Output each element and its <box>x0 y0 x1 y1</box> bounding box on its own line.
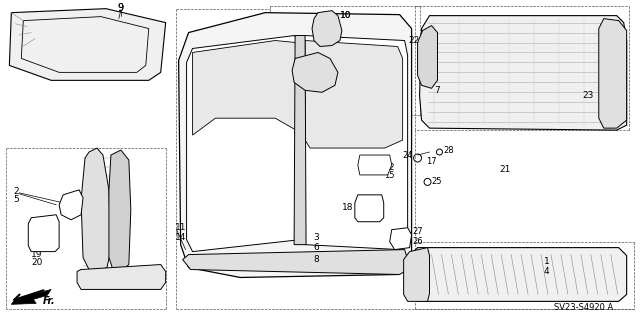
Text: 18: 18 <box>342 203 354 212</box>
Polygon shape <box>292 52 338 92</box>
Text: 20: 20 <box>31 258 43 267</box>
Text: 3: 3 <box>313 233 319 242</box>
Circle shape <box>436 149 442 155</box>
Polygon shape <box>59 190 83 220</box>
Text: 16: 16 <box>269 66 280 75</box>
Polygon shape <box>417 26 438 88</box>
Polygon shape <box>410 248 627 301</box>
Text: 15: 15 <box>384 171 395 181</box>
Text: 8: 8 <box>313 255 319 264</box>
Text: 21: 21 <box>499 166 511 174</box>
Text: 5: 5 <box>13 195 19 204</box>
Text: 26: 26 <box>413 237 423 246</box>
Circle shape <box>413 154 422 162</box>
Polygon shape <box>294 35 306 245</box>
Polygon shape <box>182 249 408 274</box>
Text: 23: 23 <box>582 91 594 100</box>
Circle shape <box>305 234 312 241</box>
Text: 11: 11 <box>175 223 186 232</box>
Polygon shape <box>404 248 429 301</box>
Text: 27: 27 <box>413 227 423 236</box>
Circle shape <box>305 244 312 251</box>
Circle shape <box>398 170 401 174</box>
Text: 24: 24 <box>402 151 413 160</box>
Polygon shape <box>187 35 300 252</box>
Polygon shape <box>12 289 51 304</box>
Polygon shape <box>312 11 342 47</box>
Text: 7: 7 <box>434 86 440 95</box>
Text: 9: 9 <box>117 3 123 13</box>
Polygon shape <box>300 35 408 249</box>
Polygon shape <box>28 215 59 252</box>
Text: 22: 22 <box>408 36 420 45</box>
Polygon shape <box>358 155 392 175</box>
Polygon shape <box>81 148 111 271</box>
Text: 2: 2 <box>13 187 19 197</box>
Text: 17: 17 <box>426 158 437 167</box>
Text: 25: 25 <box>431 177 442 186</box>
Text: 12: 12 <box>384 163 395 173</box>
Polygon shape <box>390 228 412 249</box>
Polygon shape <box>599 19 627 128</box>
Circle shape <box>305 256 312 263</box>
Text: 1: 1 <box>544 257 550 266</box>
Text: Fr.: Fr. <box>44 296 56 306</box>
Text: 13: 13 <box>269 58 280 67</box>
Text: 10: 10 <box>340 11 351 20</box>
Text: 9: 9 <box>117 3 123 13</box>
Text: 6: 6 <box>313 243 319 252</box>
Text: SV23-S4920 A: SV23-S4920 A <box>554 303 613 312</box>
Text: 19: 19 <box>31 250 43 259</box>
Polygon shape <box>10 9 166 80</box>
Polygon shape <box>305 41 403 148</box>
Circle shape <box>424 178 431 185</box>
Polygon shape <box>109 150 131 271</box>
Text: 10: 10 <box>340 11 351 20</box>
Polygon shape <box>179 13 412 278</box>
Text: 4: 4 <box>544 267 550 276</box>
Polygon shape <box>420 16 627 130</box>
Polygon shape <box>193 41 296 135</box>
Text: 14: 14 <box>175 233 186 242</box>
Polygon shape <box>77 264 166 289</box>
Polygon shape <box>355 195 384 222</box>
Text: 28: 28 <box>444 145 454 154</box>
